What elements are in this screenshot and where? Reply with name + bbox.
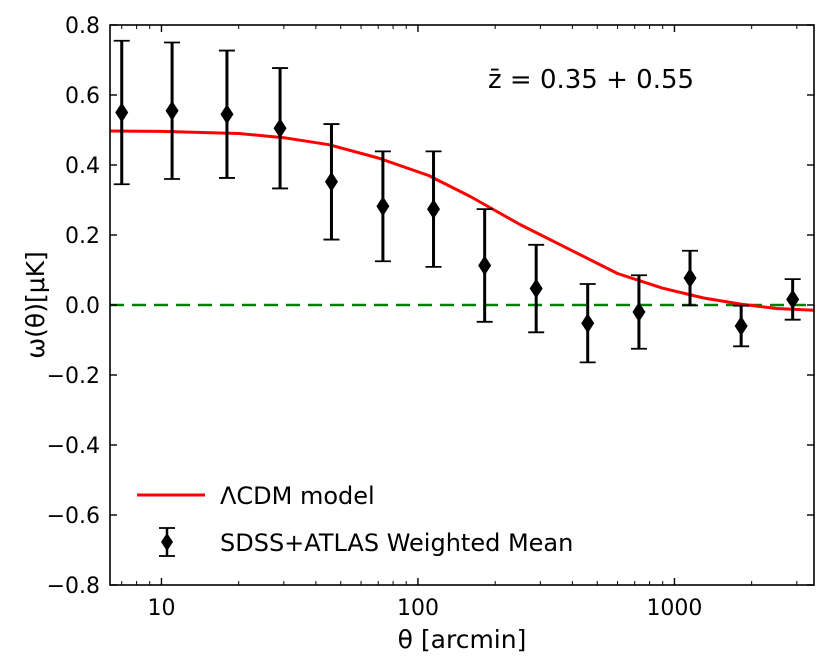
y-tick-label: 0.8 [65, 14, 100, 39]
data-point [425, 150, 442, 268]
data-point [630, 274, 647, 350]
data-marker [273, 118, 287, 139]
y-tick-label: 0.2 [65, 224, 100, 249]
model-curve [110, 129, 814, 312]
data-marker [581, 313, 595, 334]
data-point [272, 67, 289, 190]
legend: ΛCDM model SDSS+ATLAS Weighted Mean [137, 482, 573, 557]
data-marker [427, 199, 441, 220]
data-point [374, 150, 391, 263]
y-tick-label: −0.2 [47, 364, 100, 389]
x-tick-label: 100 [397, 596, 439, 621]
annotation: z̄ = 0.35 + 0.55 [488, 65, 694, 95]
data-point [476, 208, 493, 323]
legend-label-data: SDSS+ATLAS Weighted Mean [220, 529, 573, 557]
x-tick-label: 1000 [646, 596, 702, 621]
data-marker [734, 316, 748, 336]
data-point [682, 249, 699, 307]
data-marker [786, 289, 800, 310]
legend-errorbar-swatch [159, 527, 175, 557]
legend-label-model: ΛCDM model [220, 482, 375, 510]
y-tick-label: −0.4 [47, 434, 100, 459]
data-marker [478, 255, 492, 276]
data-point [113, 39, 130, 186]
data-point [784, 278, 801, 321]
data-marker [324, 171, 338, 192]
y-tick-label: 0.0 [65, 294, 100, 319]
data-point [323, 123, 340, 241]
plot-frame [109, 24, 815, 586]
y-tick-label: 0.4 [65, 154, 100, 179]
data-marker [165, 100, 179, 121]
data-marker [683, 268, 697, 289]
y-tick-label: −0.8 [47, 574, 100, 599]
data-marker [529, 278, 543, 299]
data-point [528, 243, 545, 334]
data-marker [220, 104, 234, 125]
data-point [579, 283, 596, 364]
y-axis-title: ω(θ)[μK] [21, 251, 50, 359]
x-axis-title: θ [arcmin] [398, 625, 527, 654]
y-tick-label: −0.6 [47, 504, 100, 529]
data-marker [632, 302, 646, 322]
x-tick-label: 10 [147, 596, 175, 621]
y-tick-label: 0.6 [65, 84, 100, 109]
data-marker [115, 102, 129, 123]
data-point [733, 304, 750, 348]
data-marker [376, 196, 390, 217]
data-point [164, 41, 181, 180]
data-point [218, 49, 235, 179]
